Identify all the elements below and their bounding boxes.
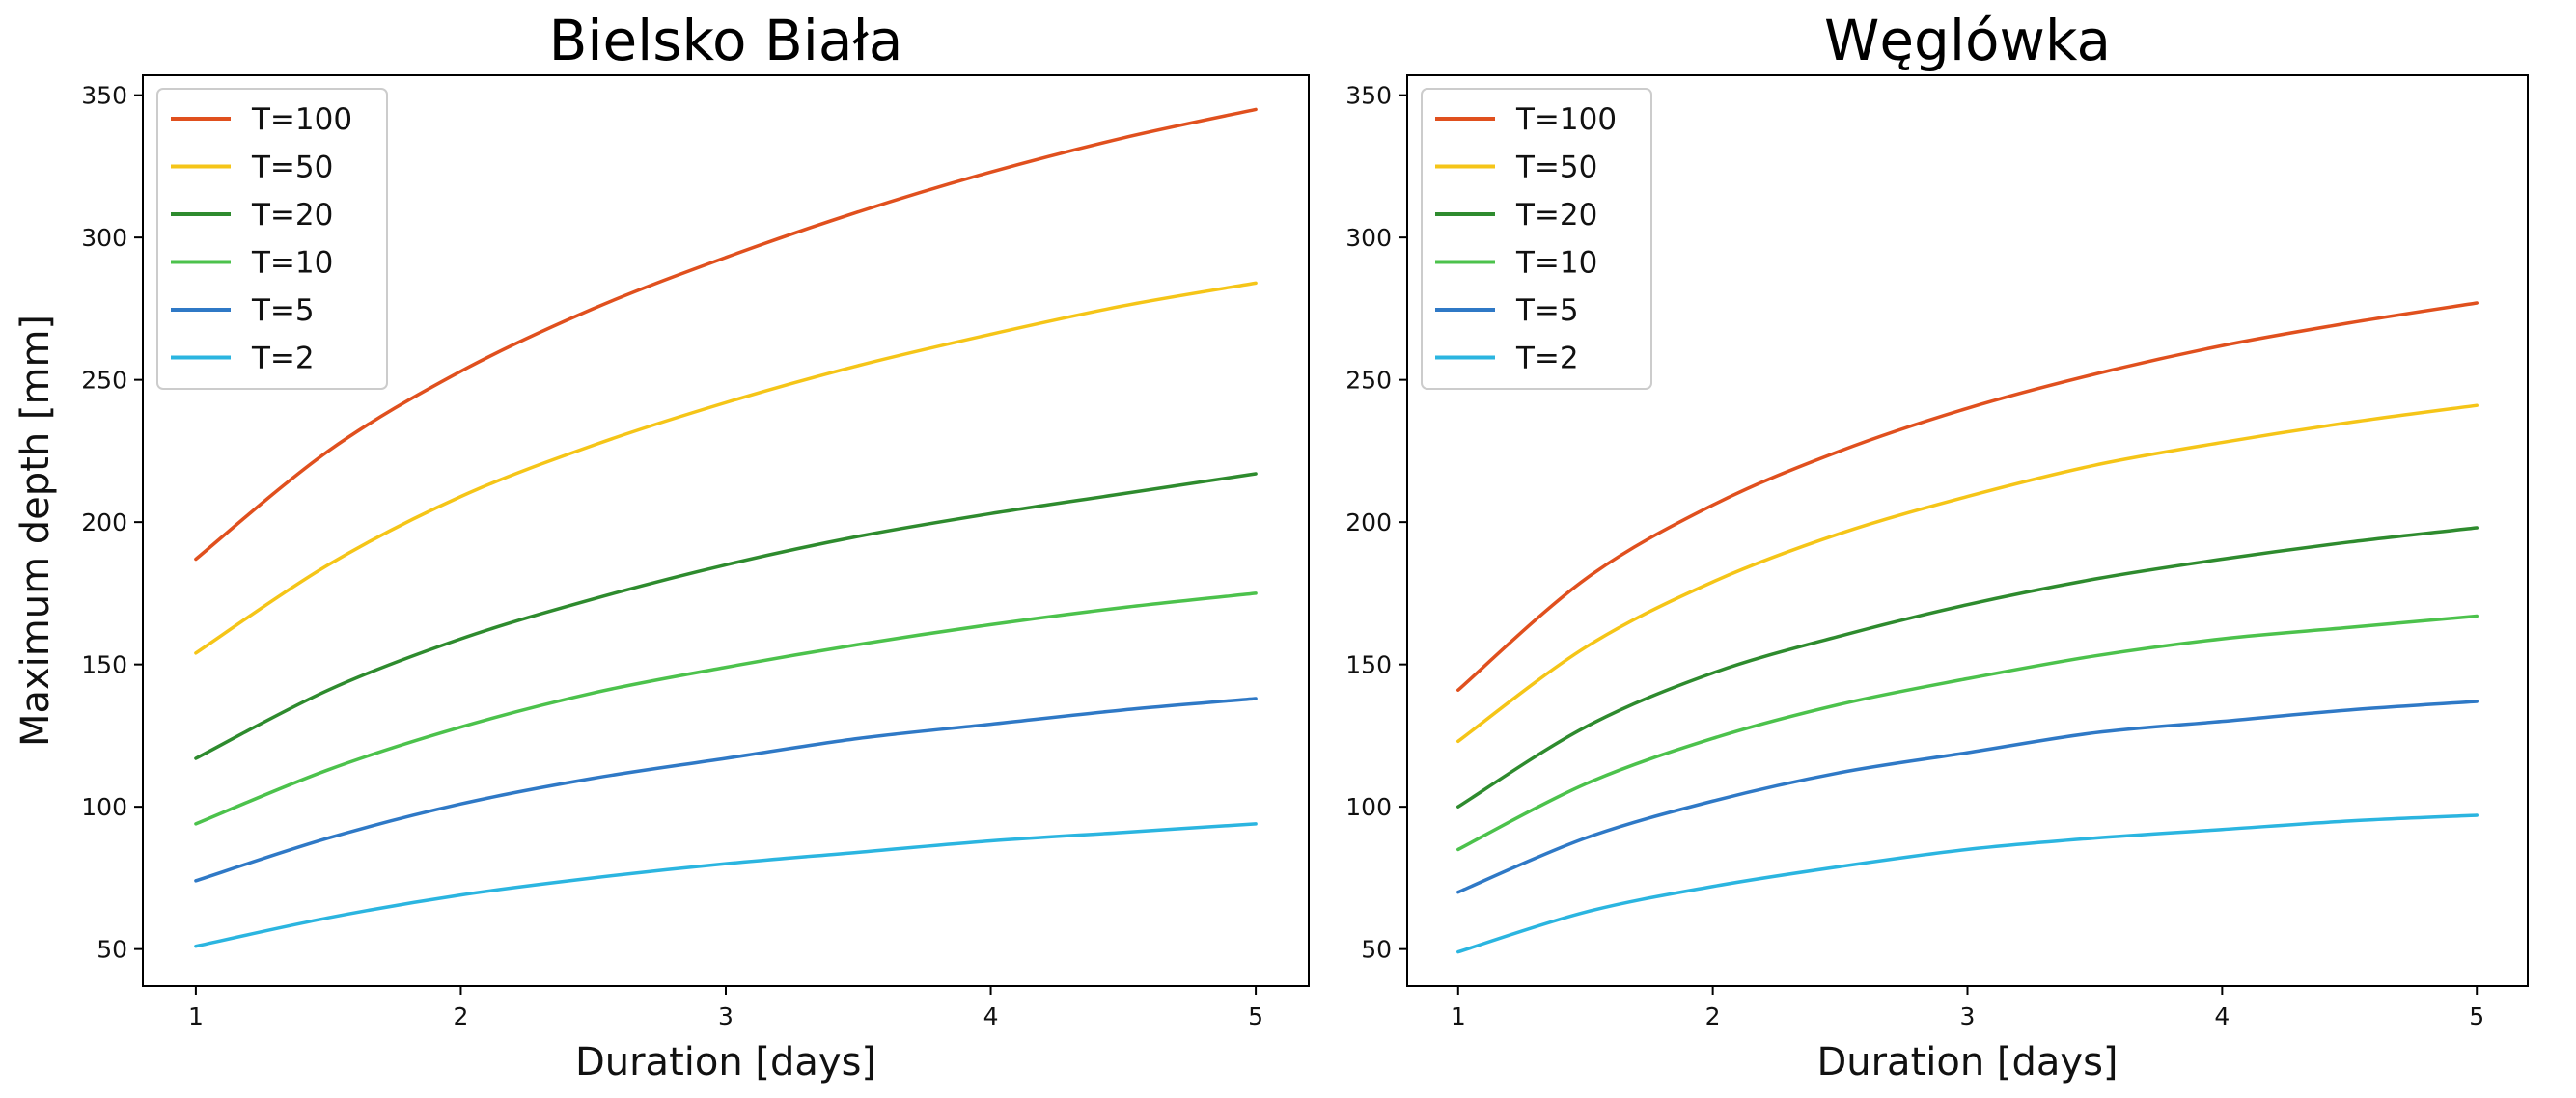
- x-tick-label: 3: [718, 1002, 734, 1030]
- x-axis-label: Duration [days]: [575, 1040, 876, 1084]
- y-tick-label: 300: [1345, 224, 1392, 252]
- chart-title: Bielsko Biała: [549, 8, 903, 73]
- series-line-t-5: [194, 697, 1258, 883]
- legend-label: T=5: [251, 293, 315, 328]
- x-tick-label: 1: [188, 1002, 204, 1030]
- y-tick-label: 300: [81, 224, 127, 252]
- legend-label: T=5: [1515, 293, 1579, 328]
- legend-label: T=50: [251, 151, 333, 185]
- legend: T=100 T=50 T=20 T=10 T=5 T=2: [156, 88, 388, 390]
- series-line-t-10: [1456, 614, 2479, 852]
- x-tick-label: 2: [454, 1002, 469, 1030]
- x-tick-label: 1: [1451, 1002, 1466, 1030]
- legend-label: T=20: [1515, 198, 1597, 233]
- y-tick-label: 200: [1345, 508, 1392, 536]
- legend-label: T=10: [1515, 246, 1597, 281]
- legend-label: T=20: [251, 198, 333, 233]
- x-tick-label: 4: [983, 1002, 999, 1030]
- y-tick-label: 250: [1345, 367, 1392, 395]
- series-line-t-20: [1456, 526, 2479, 809]
- y-tick-label: 100: [1345, 793, 1392, 821]
- series-line-t-5: [1456, 700, 2479, 894]
- legend-box: [1421, 88, 1652, 390]
- legend-box: [156, 88, 388, 390]
- x-axis-label: Duration [days]: [1816, 1040, 2118, 1084]
- legend-label: T=10: [251, 246, 333, 281]
- series-line-t-100: [194, 107, 1258, 562]
- series-line-t-100: [1456, 301, 2479, 692]
- legend: T=100 T=50 T=20 T=10 T=5 T=2: [1421, 88, 1652, 390]
- x-tick-label: 3: [1960, 1002, 1976, 1030]
- x-tick-label: 2: [1705, 1002, 1721, 1030]
- legend-label: T=2: [1515, 342, 1579, 376]
- series-line-t-20: [194, 472, 1258, 760]
- y-tick-label: 50: [1361, 936, 1392, 964]
- x-tick-label: 4: [2214, 1002, 2230, 1030]
- series-line-t-10: [194, 591, 1258, 826]
- y-tick-label: 200: [81, 508, 127, 536]
- series-line-t-2: [194, 822, 1258, 948]
- y-tick-label: 50: [97, 936, 127, 964]
- y-tick-label: 350: [1345, 82, 1392, 110]
- x-tick-label: 5: [1248, 1002, 1263, 1030]
- x-tick-label: 5: [2469, 1002, 2484, 1030]
- series-line-t-50: [194, 281, 1258, 655]
- legend-label: T=100: [251, 102, 352, 137]
- y-tick-label: 150: [1345, 651, 1392, 679]
- chart-panel-weglowka: Węglówka 1 2 3 4 5 50 100 150 200 250 300 350 Duratio…: [1345, 8, 2529, 1084]
- y-tick-label: 350: [81, 82, 127, 110]
- y-tick-label: 250: [81, 367, 127, 395]
- y-tick-label: 100: [81, 793, 127, 821]
- series-line-t-50: [1456, 403, 2479, 744]
- legend-label: T=2: [251, 342, 315, 376]
- y-tick-label: 150: [81, 651, 127, 679]
- chart-title: Węglówka: [1824, 8, 2111, 73]
- series-line-t-2: [1456, 813, 2479, 954]
- legend-label: T=50: [1515, 151, 1597, 185]
- legend-label: T=100: [1515, 102, 1617, 137]
- chart-panel-bielsko-biala: Bielsko Biała 1 2 3 4 5 50 100 150 200 250 300 350 Du…: [14, 8, 1310, 1084]
- y-axis-label: Maximum depth [mm]: [14, 315, 58, 747]
